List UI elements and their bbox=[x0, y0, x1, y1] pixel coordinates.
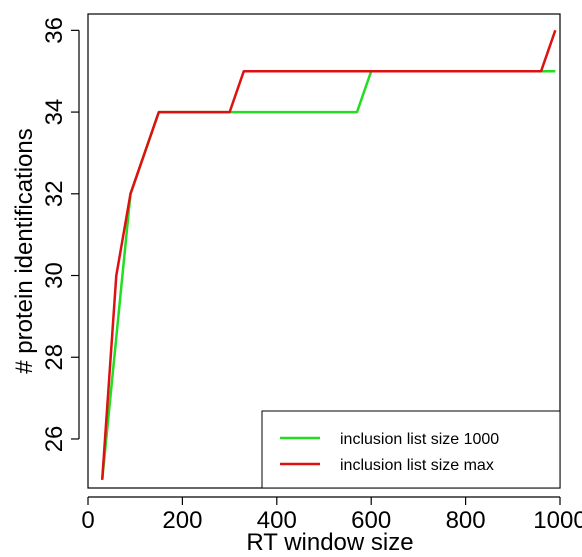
y-tick-label: 32 bbox=[41, 180, 68, 207]
y-tick-label: 26 bbox=[41, 426, 68, 453]
series-line-1 bbox=[100, 29, 557, 480]
y-axis: 26 28 30 32 34 36 bbox=[41, 17, 80, 453]
y-tick-label: 30 bbox=[41, 262, 68, 289]
legend-label: inclusion list size 1000 bbox=[340, 431, 499, 448]
y-axis-label: # protein identifications bbox=[11, 128, 38, 373]
legend-box bbox=[261, 410, 561, 489]
x-tick-label: 800 bbox=[446, 507, 486, 534]
x-axis-label: RT window size bbox=[246, 529, 413, 556]
x-axis: 0 200 400 600 800 1000 bbox=[81, 496, 582, 534]
legend-label: inclusion list size max bbox=[340, 457, 494, 474]
series-layer bbox=[100, 29, 557, 480]
x-tick-label: 200 bbox=[162, 507, 202, 534]
x-tick-label: 400 bbox=[257, 507, 297, 534]
legend: inclusion list size 1000 inclusion list s… bbox=[261, 410, 561, 489]
y-tick-label: 36 bbox=[41, 17, 68, 44]
x-tick-label: 1000 bbox=[533, 507, 582, 534]
x-tick-label: 600 bbox=[351, 507, 391, 534]
y-tick-label: 28 bbox=[41, 344, 68, 371]
y-tick-label: 34 bbox=[41, 99, 68, 126]
x-tick-label: 0 bbox=[81, 507, 94, 534]
